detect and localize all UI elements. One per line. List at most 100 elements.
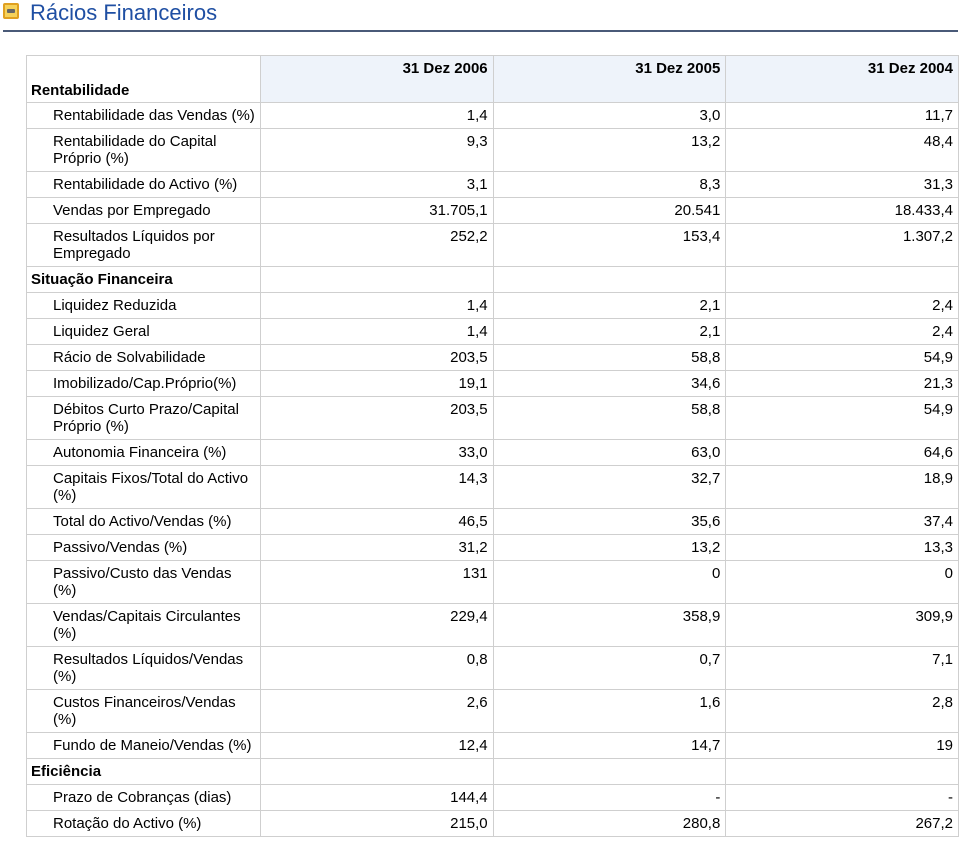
row-label: Rácio de Solvabilidade <box>26 344 261 371</box>
value-cell: 131 <box>260 560 494 604</box>
data-row: Resultados Líquidos/Vendas (%) 0,8 0,7 7,1 <box>26 646 959 690</box>
header: Rácios Financeiros <box>0 0 960 34</box>
data-row: Rácio de Solvabilidade 203,5 58,8 54,9 <box>26 344 959 371</box>
data-row: Resultados Líquidos por Empregado 252,2 15… <box>26 223 959 267</box>
value-cell: 54,9 <box>725 344 959 371</box>
data-row: Rentabilidade do Capital Próprio (%) 9,3 1… <box>26 128 959 172</box>
value-cell: 58,8 <box>492 396 727 440</box>
value-cell: 0 <box>725 560 959 604</box>
row-label: Rotação do Activo (%) <box>26 810 261 837</box>
value-cell: 1,4 <box>260 318 494 345</box>
value-cell: 144,4 <box>260 784 494 811</box>
row-label: Resultados Líquidos/Vendas (%) <box>26 646 261 690</box>
empty-cell <box>725 758 959 785</box>
row-label: Liquidez Reduzida <box>26 292 261 319</box>
value-cell: 14,3 <box>260 465 494 509</box>
value-cell: 229,4 <box>260 603 494 647</box>
value-cell: 2,4 <box>725 292 959 319</box>
row-label: Imobilizado/Cap.Próprio(%) <box>26 370 261 397</box>
value-cell: 153,4 <box>492 223 727 267</box>
value-cell: 54,9 <box>725 396 959 440</box>
value-cell: 18.433,4 <box>725 197 959 224</box>
value-cell: 35,6 <box>492 508 727 535</box>
value-cell: 267,2 <box>725 810 959 837</box>
data-row: Autonomia Financeira (%) 33,0 63,0 64,6 <box>26 439 959 466</box>
empty-cell <box>260 266 494 293</box>
value-cell: 9,3 <box>260 128 494 172</box>
value-cell: 48,4 <box>725 128 959 172</box>
row-label: Fundo de Maneio/Vendas (%) <box>26 732 261 759</box>
value-cell: 2,1 <box>492 292 727 319</box>
value-cell: 1,4 <box>260 292 494 319</box>
value-cell: 13,2 <box>492 128 727 172</box>
icon <box>3 3 19 19</box>
value-cell: 0,8 <box>260 646 494 690</box>
row-label: Débitos Curto Prazo/Capital Próprio (%) <box>26 396 261 440</box>
empty-cell <box>260 758 494 785</box>
column-header: 31 Dez 2005 <box>492 55 727 103</box>
value-cell: 1,4 <box>260 102 494 129</box>
data-row: Passivo/Custo das Vendas (%) 131 0 0 <box>26 560 959 604</box>
value-cell: 63,0 <box>492 439 727 466</box>
data-row: Passivo/Vendas (%) 31,2 13,2 13,3 <box>26 534 959 561</box>
data-row: Prazo de Cobranças (dias) 144,4- - <box>26 784 959 811</box>
empty-cell <box>492 758 727 785</box>
data-row: Total do Activo/Vendas (%) 46,5 35,6 37,4 <box>26 508 959 535</box>
data-row: Rentabilidade das Vendas (%) 1,4 3,0 11,7 <box>26 102 959 129</box>
row-label: Liquidez Geral <box>26 318 261 345</box>
section-row: Eficiência <box>26 758 959 785</box>
row-label: Resultados Líquidos por Empregado <box>26 223 261 267</box>
value-cell: 1.307,2 <box>725 223 959 267</box>
value-cell: 1,6 <box>492 689 727 733</box>
row-label: Total do Activo/Vendas (%) <box>26 508 261 535</box>
ratio-table: Rentabilidade 31 Dez 2006 31 Dez 2005 31 De… <box>26 55 959 837</box>
value-cell: 203,5 <box>260 396 494 440</box>
row-label: Capitais Fixos/Total do Activo (%) <box>26 465 261 509</box>
value-cell: - <box>725 784 959 811</box>
value-cell: 13,2 <box>492 534 727 561</box>
value-cell: 64,6 <box>725 439 959 466</box>
value-cell: 32,7 <box>492 465 727 509</box>
value-cell: 2,1 <box>492 318 727 345</box>
data-row: Rotação do Activo (%) 215,0 280,8 267,2 <box>26 810 959 837</box>
row-label: Prazo de Cobranças (dias) <box>26 784 261 811</box>
data-row: Imobilizado/Cap.Próprio(%) 19,1 34,6 21,3 <box>26 370 959 397</box>
value-cell: 215,0 <box>260 810 494 837</box>
value-cell: 309,9 <box>725 603 959 647</box>
value-cell: 31,3 <box>725 171 959 198</box>
data-row: Capitais Fixos/Total do Activo (%) 14,3 32… <box>26 465 959 509</box>
empty-cell <box>725 266 959 293</box>
value-cell: 58,8 <box>492 344 727 371</box>
value-cell: 2,6 <box>260 689 494 733</box>
column-header: 31 Dez 2004 <box>725 55 959 103</box>
data-row: Liquidez Reduzida 1,4 2,1 2,4 <box>26 292 959 319</box>
value-cell: 252,2 <box>260 223 494 267</box>
value-cell: 14,7 <box>492 732 727 759</box>
row-label: Custos Financeiros/Vendas (%) <box>26 689 261 733</box>
value-cell: 0,7 <box>492 646 727 690</box>
value-cell: 0 <box>492 560 727 604</box>
empty-cell <box>492 266 727 293</box>
value-cell: 2,8 <box>725 689 959 733</box>
value-cell: 34,6 <box>492 370 727 397</box>
value-cell: 358,9 <box>492 603 727 647</box>
section-title: Situação Financeira <box>26 266 261 293</box>
column-header: 31 Dez 2006 <box>260 55 494 103</box>
value-cell: 2,4 <box>725 318 959 345</box>
data-row: Débitos Curto Prazo/Capital Próprio (%) 2… <box>26 396 959 440</box>
data-row: Liquidez Geral 1,4 2,1 2,4 <box>26 318 959 345</box>
value-cell: 20.541 <box>492 197 727 224</box>
data-row: Fundo de Maneio/Vendas (%) 12,4 14,7 19 <box>26 732 959 759</box>
section-title: Rentabilidade <box>26 55 261 103</box>
row-label: Rentabilidade das Vendas (%) <box>26 102 261 129</box>
value-cell: 8,3 <box>492 171 727 198</box>
value-cell: 46,5 <box>260 508 494 535</box>
section-row: Situação Financeira <box>26 266 959 293</box>
value-cell: 12,4 <box>260 732 494 759</box>
data-row: Vendas por Empregado 31.705,1 20.541 18.433… <box>26 197 959 224</box>
value-cell: - <box>492 784 727 811</box>
value-cell: 19 <box>725 732 959 759</box>
page-title: Rácios Financeiros <box>30 0 218 25</box>
value-cell: 19,1 <box>260 370 494 397</box>
